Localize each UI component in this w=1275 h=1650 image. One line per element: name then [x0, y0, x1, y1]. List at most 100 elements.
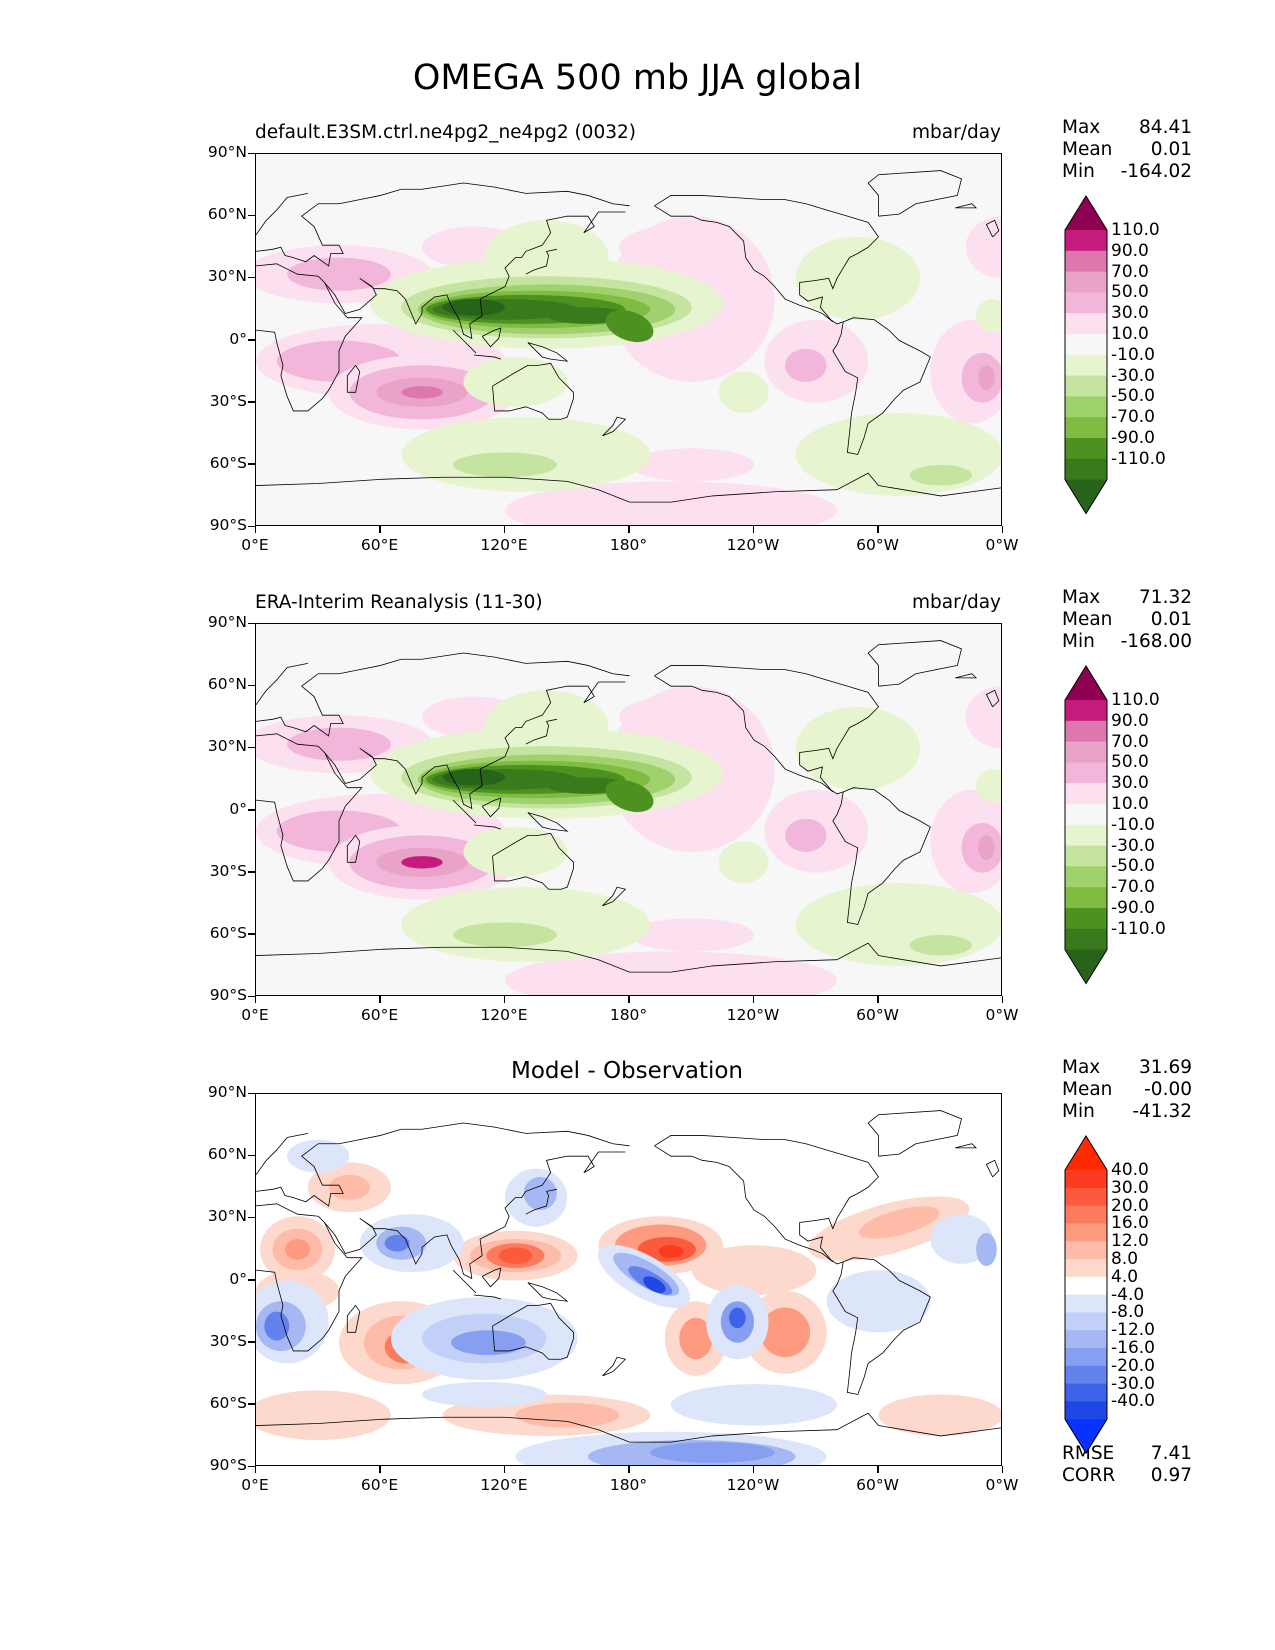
- lon-tick-label: 180°: [609, 1476, 648, 1494]
- lat-tick-label: 90°N: [207, 613, 247, 631]
- colorbar-segment: [1065, 354, 1107, 377]
- contour-region: [442, 769, 505, 786]
- lat-tick: [248, 1154, 255, 1157]
- colorbar-segment: [1065, 700, 1107, 722]
- lon-tick: [1001, 996, 1003, 1003]
- coastline: [473, 354, 501, 360]
- lon-tick: [628, 526, 630, 533]
- lat-tick: [248, 746, 255, 749]
- lon-tick: [254, 526, 256, 533]
- contour-region: [718, 371, 769, 414]
- lat-tick-label: 60°S: [209, 923, 247, 942]
- contour-region: [643, 1276, 666, 1293]
- lat-tick: [248, 525, 255, 527]
- colorbar-segment: [1065, 292, 1107, 314]
- contour-region: [859, 1206, 940, 1239]
- colorbar-segment: [1065, 250, 1107, 273]
- lon-tick: [503, 996, 505, 1003]
- lon-tick-label: 120°E: [480, 1476, 528, 1494]
- lon-tick-label: 60°W: [856, 1476, 899, 1494]
- panel-1-map: [255, 153, 1002, 526]
- stat-label: RMSE: [1062, 1443, 1115, 1464]
- contour-region: [619, 696, 723, 738]
- colorbar-extend-max: [1065, 1136, 1107, 1170]
- coastline: [256, 1412, 1001, 1443]
- contour-region: [422, 1382, 547, 1407]
- colorbar-segment: [1065, 928, 1107, 951]
- contour-region: [605, 779, 654, 813]
- lat-tick-label: 90°S: [209, 1456, 247, 1474]
- contour-region: [965, 216, 1001, 279]
- coastline: [985, 219, 1000, 238]
- stat-label: Mean: [1062, 609, 1113, 630]
- lat-tick-label: 60°S: [209, 453, 247, 472]
- coastline: [473, 824, 501, 830]
- colorbar-tick-label: 10.0: [1111, 794, 1149, 814]
- coastline: [985, 1159, 1000, 1178]
- lon-tick-label: 0°E: [241, 1476, 269, 1494]
- coastline: [256, 182, 630, 267]
- contour-region: [498, 1247, 532, 1264]
- lon-tick: [752, 996, 754, 1003]
- panel-1-stats: Max 84.41 Mean 0.01 Min -164.02: [1062, 117, 1192, 183]
- colorbar-segment: [1065, 887, 1107, 909]
- colorbar-segment: [1065, 1276, 1107, 1296]
- contour-region: [976, 1232, 997, 1266]
- colorbar-tick-label: 40.0: [1111, 1160, 1149, 1180]
- lon-tick-label: 180°: [609, 536, 648, 554]
- lon-tick-label: 60°E: [360, 1006, 399, 1024]
- lat-tick-label: 90°S: [209, 986, 247, 1004]
- colorbar-tick-label: -40.0: [1111, 1391, 1155, 1412]
- colorbar-tick-label: 50.0: [1111, 282, 1149, 303]
- lat-tick: [248, 214, 255, 217]
- panel-1-title: default.E3SM.ctrl.ne4pg2_ne4pg2 (0032): [255, 122, 636, 143]
- colorbar-segment: [1065, 438, 1107, 460]
- contour-region: [795, 883, 1001, 966]
- colorbar-tick-label: -12.0: [1111, 1320, 1155, 1341]
- contour-region: [978, 835, 995, 861]
- panel-3-map: [255, 1093, 1002, 1466]
- lat-tick-label: 30°S: [209, 391, 247, 410]
- colorbar-segment: [1065, 1401, 1107, 1420]
- lat-tick: [248, 809, 255, 811]
- colorbar-segment: [1065, 908, 1107, 930]
- coastline: [256, 472, 1001, 503]
- lat-tick: [248, 152, 255, 154]
- coastline: [527, 1282, 569, 1302]
- colorbar-tick-label: -16.0: [1111, 1338, 1155, 1358]
- colorbar-extend-max: [1065, 196, 1107, 230]
- lat-tick-label: 60°N: [207, 1145, 247, 1164]
- coastline: [955, 1143, 977, 1149]
- lat-tick: [248, 622, 255, 624]
- colorbar-segment: [1065, 762, 1107, 784]
- lon-tick: [503, 1466, 505, 1473]
- colorbar-segment: [1065, 783, 1107, 805]
- colorbar-tick-label: 110.0: [1111, 690, 1160, 710]
- colorbar-segment: [1065, 1348, 1107, 1367]
- lat-tick: [248, 1092, 255, 1094]
- colorbar-tick-label: -50.0: [1111, 856, 1155, 877]
- stat-label: Mean: [1062, 139, 1113, 160]
- colorbar-tick-label: 12.0: [1111, 1231, 1149, 1252]
- contour-region: [285, 1239, 310, 1260]
- coastline: [602, 886, 627, 907]
- lat-tick: [248, 1341, 255, 1343]
- contour-region: [976, 299, 1001, 333]
- colorbar-tick-label: -90.0: [1111, 428, 1155, 448]
- lon-tick-label: 120°W: [726, 1476, 780, 1494]
- stat-label: Max: [1062, 1057, 1101, 1078]
- colorbar-segment: [1065, 1312, 1107, 1331]
- contour-region: [287, 727, 391, 761]
- lon-tick-label: 120°W: [726, 1006, 780, 1024]
- lat-tick-label: 60°S: [209, 1393, 247, 1412]
- colorbar-tick-label: -50.0: [1111, 386, 1155, 407]
- contour-region: [328, 1174, 371, 1200]
- colorbar-segment: [1065, 741, 1107, 763]
- contour-region: [795, 706, 920, 790]
- lon-tick-label: 60°W: [856, 1006, 899, 1024]
- colorbar-tick-label: -30.0: [1111, 835, 1155, 856]
- coastline: [654, 195, 880, 325]
- lon-tick-label: 60°W: [856, 536, 899, 554]
- lon-tick: [877, 1466, 879, 1473]
- stat-value: -41.32: [1132, 1101, 1192, 1122]
